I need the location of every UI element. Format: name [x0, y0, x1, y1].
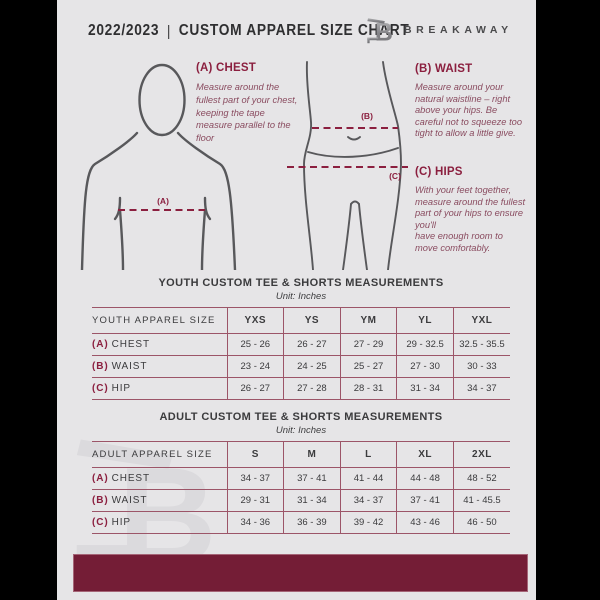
cell: 23 - 24	[226, 355, 284, 378]
cell: 27 - 29	[339, 333, 397, 356]
adult-col-m: M	[283, 441, 341, 468]
row-key: (B)	[92, 495, 109, 506]
row-label: WAIST	[111, 361, 148, 372]
cell: 39 - 42	[339, 511, 397, 534]
cell: 28 - 31	[339, 377, 397, 400]
table-row: (C) HIP 34 - 36 36 - 39 39 - 42 43 - 46 4…	[92, 511, 510, 534]
youth-waist-row-label: (B) WAIST	[92, 356, 227, 378]
cell: 27 - 28	[283, 377, 341, 400]
cell: 43 - 46	[396, 511, 454, 534]
chest-line-label: (A)	[157, 196, 169, 206]
cell: 36 - 39	[283, 511, 341, 534]
hips-instruction-body: With your feet together, measure around …	[415, 185, 526, 253]
cell: 34 - 36	[226, 511, 284, 534]
adult-table-unit: Unit: Inches	[275, 425, 327, 436]
cell: 37 - 41	[396, 489, 454, 512]
adult-size-table: ADULT APPAREL SIZE S M L XL 2XL (A) CHEST…	[92, 441, 510, 534]
table-row: (C) HIP 26 - 27 27 - 28 28 - 31 31 - 34 3…	[92, 377, 510, 400]
cell: 24 - 25	[283, 355, 341, 378]
cell: 27 - 30	[396, 355, 454, 378]
row-label: WAIST	[111, 495, 148, 506]
youth-col-ys: YS	[283, 307, 341, 334]
cell: 29 - 32.5	[396, 333, 454, 356]
page-title: 2022/2023 | CUSTOM APPAREL SIZE CHART	[88, 22, 410, 40]
table-row: (B) WAIST 29 - 31 31 - 34 34 - 37 37 - 41…	[92, 489, 510, 512]
youth-col-ym: YM	[339, 307, 397, 334]
adult-size-header: ADULT APPAREL SIZE	[92, 449, 213, 460]
cell: 48 - 52	[452, 467, 510, 490]
cell: 34 - 37	[226, 467, 284, 490]
cell: 41 - 44	[339, 467, 397, 490]
cell: 46 - 50	[452, 511, 510, 534]
svg-text:B: B	[375, 19, 393, 46]
brand-lockup: B BREAKAWAY	[367, 14, 513, 46]
cell: 31 - 34	[396, 377, 454, 400]
cell: 26 - 27	[226, 377, 284, 400]
title-text: CUSTOM APPAREL SIZE CHART	[178, 22, 410, 39]
title-divider: |	[166, 22, 172, 40]
lower-body-diagram	[287, 61, 408, 270]
row-label: HIP	[111, 383, 131, 394]
cell: 41 - 45.5	[452, 489, 510, 512]
cell: 25 - 27	[339, 355, 397, 378]
flyer-page: B 2022/2023 | CUSTOM APPAREL SIZE CHART …	[57, 0, 536, 600]
youth-hip-row-label: (C) HIP	[92, 378, 227, 400]
row-key: (C)	[92, 383, 109, 394]
youth-size-table: YOUTH APPAREL SIZE YXS YS YM YL YXL (A) C…	[92, 307, 510, 400]
table-row: (B) WAIST 23 - 24 24 - 25 25 - 27 27 - 30…	[92, 355, 510, 378]
youth-chest-row-label: (A) CHEST	[92, 334, 227, 356]
youth-size-header: YOUTH APPAREL SIZE	[92, 315, 216, 326]
adult-header-row: ADULT APPAREL SIZE S M L XL 2XL	[92, 441, 510, 468]
cell: 26 - 27	[283, 333, 341, 356]
cell: 29 - 31	[226, 489, 284, 512]
row-key: (B)	[92, 361, 109, 372]
cell: 34 - 37	[339, 489, 397, 512]
adult-hip-row-label: (C) HIP	[92, 512, 227, 534]
adult-chest-row-label: (A) CHEST	[92, 468, 227, 490]
adult-col-s: S	[226, 441, 284, 468]
youth-table-title: YOUTH CUSTOM TEE & SHORTS MEASUREMENTS	[158, 277, 444, 289]
row-label: CHEST	[111, 339, 150, 350]
youth-col-yxl: YXL	[452, 307, 510, 334]
row-key: (A)	[92, 339, 109, 350]
table-row: (A) CHEST 34 - 37 37 - 41 41 - 44 44 - 48…	[92, 467, 510, 490]
youth-col-yxs: YXS	[226, 307, 284, 334]
adult-waist-row-label: (B) WAIST	[92, 490, 227, 512]
cell: 25 - 26	[226, 333, 284, 356]
cell: 37 - 41	[283, 467, 341, 490]
adult-col-2xl: 2XL	[452, 441, 510, 468]
waist-instruction-heading: (B) WAIST	[415, 63, 473, 75]
chest-instruction-body: Measure around the fullest part of your …	[196, 82, 298, 144]
hips-instruction-heading: (C) HIPS	[415, 166, 463, 178]
torso-diagram	[80, 63, 237, 270]
row-label: CHEST	[111, 473, 150, 484]
cell: 44 - 48	[396, 467, 454, 490]
table-row: (A) CHEST 25 - 26 26 - 27 27 - 29 29 - 32…	[92, 333, 510, 356]
youth-col-yl: YL	[396, 307, 454, 334]
cell: 30 - 33	[452, 355, 510, 378]
adult-table-title: ADULT CUSTOM TEE & SHORTS MEASUREMENTS	[159, 411, 443, 423]
youth-table-unit: Unit: Inches	[275, 291, 327, 302]
footer-accent-bar	[73, 554, 528, 592]
row-key: (C)	[92, 517, 109, 528]
adult-col-xl: XL	[396, 441, 454, 468]
waist-line-label: (B)	[361, 111, 373, 121]
row-label: HIP	[111, 517, 131, 528]
title-year: 2022/2023	[88, 22, 160, 39]
breakaway-b-logo-icon: B	[367, 18, 393, 46]
hips-line-label: (C)	[389, 171, 401, 181]
cell: 31 - 34	[283, 489, 341, 512]
cell: 32.5 - 35.5	[452, 333, 510, 356]
row-key: (A)	[92, 473, 109, 484]
brand-name: BREAKAWAY	[404, 24, 513, 36]
youth-header-row: YOUTH APPAREL SIZE YXS YS YM YL YXL	[92, 307, 510, 334]
chest-instruction-heading: (A) CHEST	[196, 62, 256, 74]
adult-col-l: L	[339, 441, 397, 468]
cell: 34 - 37	[452, 377, 510, 400]
waist-instruction-body: Measure around your natural waistline – …	[415, 82, 522, 139]
